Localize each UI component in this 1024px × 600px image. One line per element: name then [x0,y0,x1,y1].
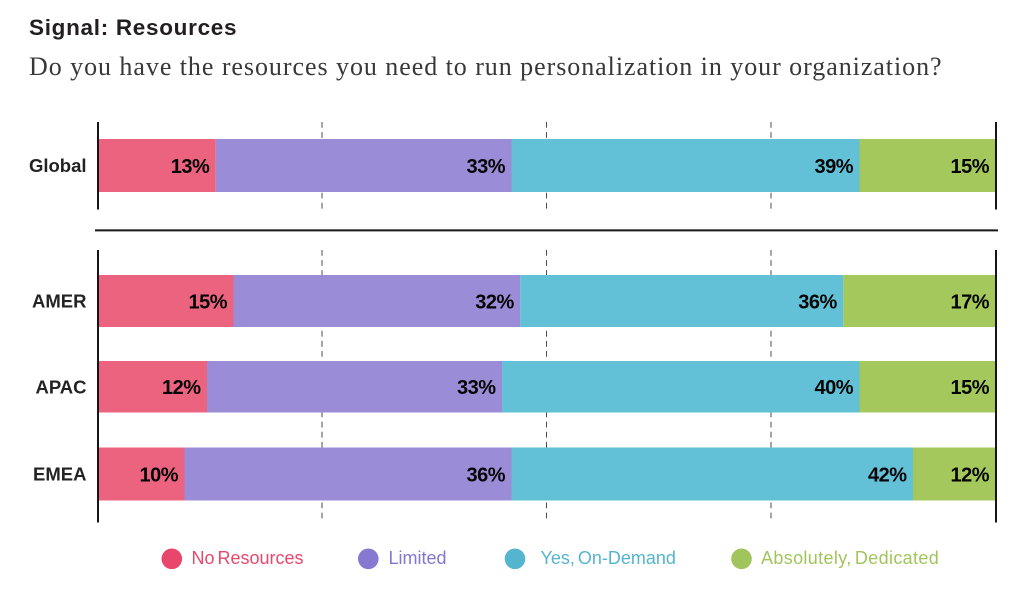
svg-text:12%: 12% [950,464,989,486]
svg-text:13%: 13% [171,156,210,178]
svg-text:15%: 15% [950,156,989,178]
svg-text:32%: 32% [475,291,514,313]
svg-text:15%: 15% [188,291,227,313]
svg-text:Global: Global [29,155,87,176]
svg-text:EMEA: EMEA [33,464,86,485]
svg-text:10%: 10% [139,464,178,486]
svg-text:Limited: Limited [389,548,447,568]
svg-text:Signal: Resources: Signal: Resources [29,15,237,40]
svg-text:Yes, On-Demand: Yes, On-Demand [541,548,676,568]
svg-text:33%: 33% [466,156,505,178]
svg-text:AMER: AMER [32,291,86,312]
svg-text:APAC: APAC [35,376,86,397]
svg-text:No Resources: No Resources [192,548,304,568]
svg-text:Do you have the resources you: Do you have the resources you need to ru… [29,52,943,81]
svg-text:17%: 17% [950,291,989,313]
svg-text:Absolutely, Dedicated: Absolutely, Dedicated [761,548,939,568]
svg-text:12%: 12% [162,377,201,399]
svg-text:33%: 33% [457,377,496,399]
svg-text:39%: 39% [814,156,853,178]
svg-text:36%: 36% [466,464,505,486]
svg-text:15%: 15% [950,377,989,399]
svg-text:40%: 40% [814,377,853,399]
svg-text:42%: 42% [868,464,907,486]
svg-text:36%: 36% [798,291,837,313]
